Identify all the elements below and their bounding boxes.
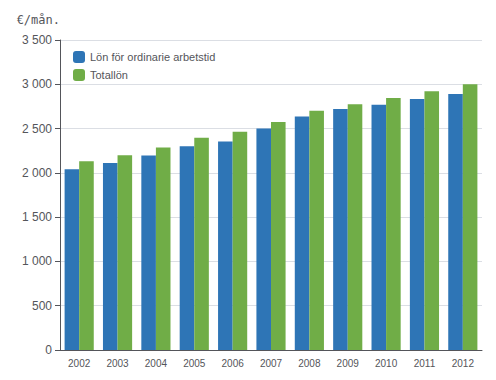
svg-text:1 000: 1 000 [22,254,52,268]
svg-text:500: 500 [32,299,52,313]
svg-text:3 000: 3 000 [22,77,52,91]
svg-text:€/mån.: €/mån. [17,13,60,27]
svg-text:2 000: 2 000 [22,166,52,180]
svg-text:2012: 2012 [452,358,475,369]
svg-text:Totallön: Totallön [90,69,128,81]
svg-text:2002: 2002 [68,358,91,369]
svg-text:2007: 2007 [260,358,283,369]
svg-text:2003: 2003 [106,358,129,369]
svg-text:2004: 2004 [145,358,168,369]
svg-text:1 500: 1 500 [22,210,52,224]
svg-text:2009: 2009 [337,358,360,369]
svg-text:2010: 2010 [375,358,398,369]
svg-text:2006: 2006 [222,358,245,369]
svg-text:2008: 2008 [298,358,321,369]
svg-text:0: 0 [45,343,52,357]
svg-text:2005: 2005 [183,358,206,369]
svg-text:2011: 2011 [414,358,436,369]
svg-text:3 500: 3 500 [22,33,52,47]
svg-text:Lön för ordinarie arbetstid: Lön för ordinarie arbetstid [90,51,215,63]
svg-text:2 500: 2 500 [22,122,52,136]
